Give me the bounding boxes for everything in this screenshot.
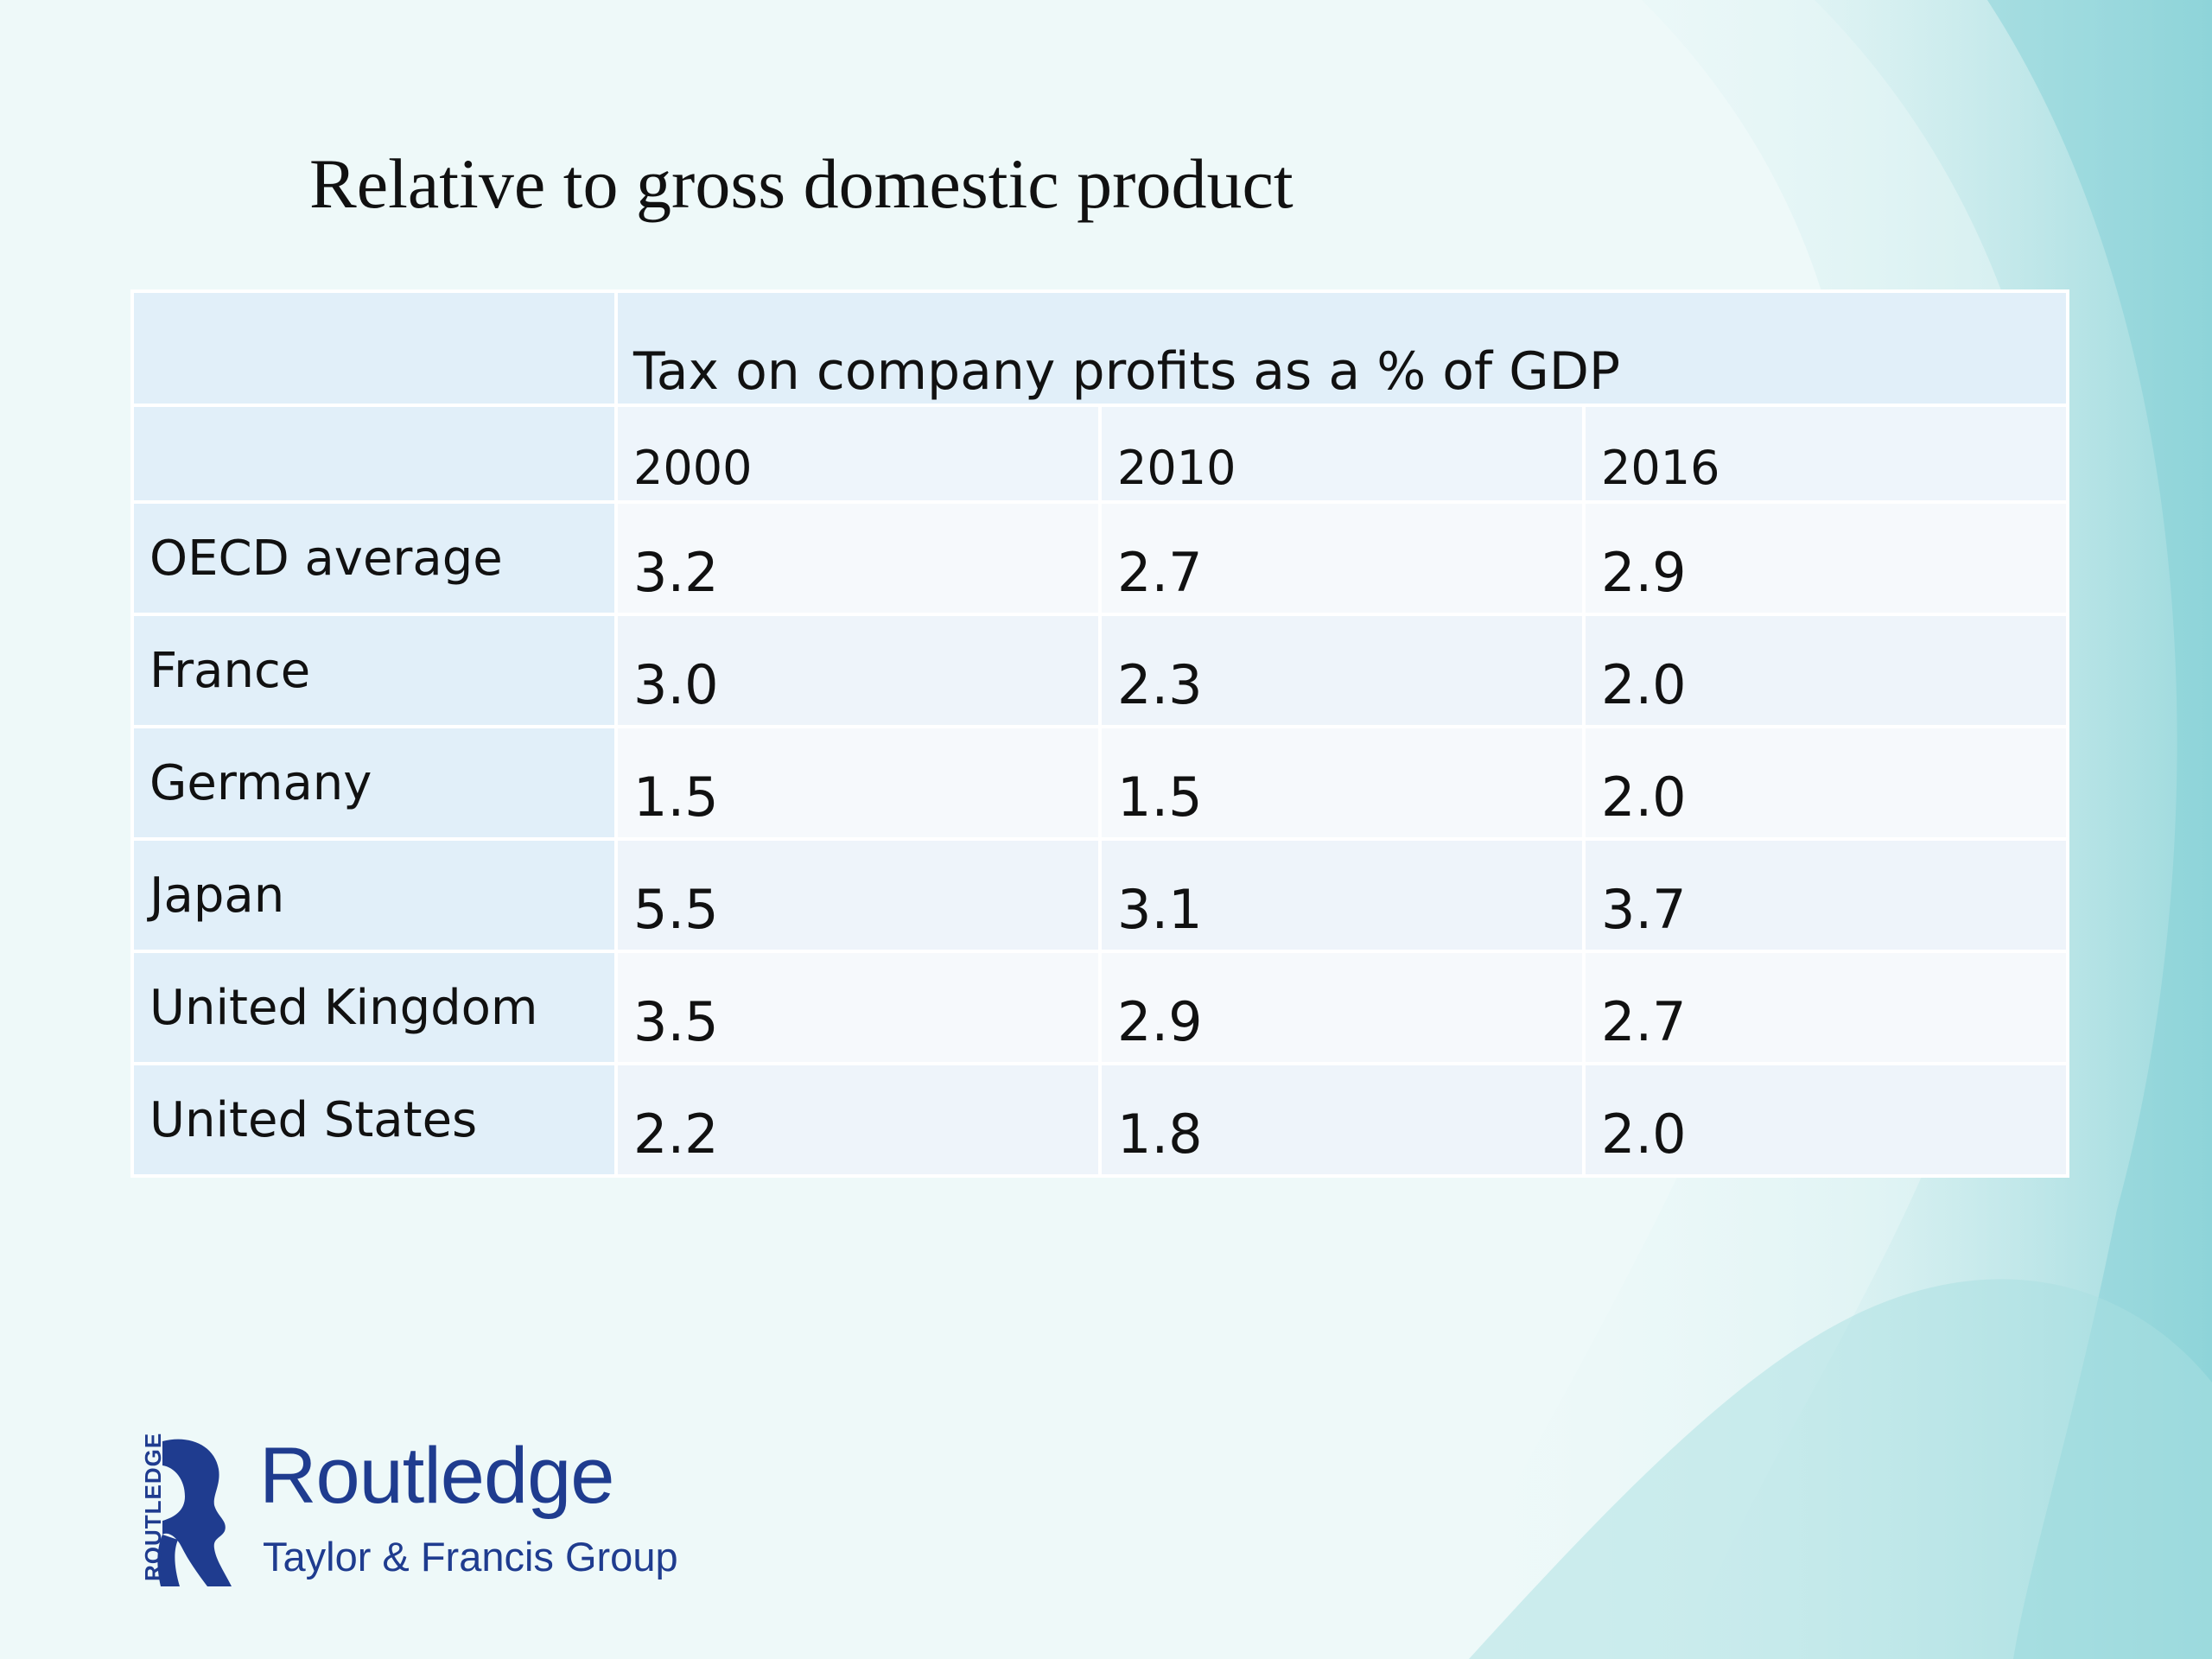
- value-cell: 3.5: [614, 950, 1102, 1065]
- logo-name: Routledge: [259, 1432, 614, 1520]
- logo-subtitle: Taylor & Francis Group: [263, 1534, 678, 1580]
- value-cell: 2.9: [1098, 950, 1586, 1065]
- value-cell: 5.5: [614, 837, 1102, 953]
- routledge-head-icon: [157, 1439, 232, 1586]
- logo-vertical-text: ROUTLEDGE: [140, 1432, 166, 1581]
- value-cell: 3.1: [1098, 837, 1586, 953]
- data-table: Tax on company profits as a % of GDP 200…: [130, 289, 2069, 1178]
- table-row: Japan 5.5 3.1 3.7: [130, 837, 2069, 953]
- blank-year-label-cell: [130, 404, 618, 504]
- country-label: Japan: [130, 837, 618, 953]
- value-cell: 2.2: [614, 1062, 1102, 1178]
- value-cell: 3.0: [614, 613, 1102, 728]
- value-cell: 2.7: [1098, 500, 1586, 616]
- country-label: Germany: [130, 725, 618, 841]
- table-row: OECD average 3.2 2.7 2.9: [130, 500, 2069, 616]
- value-cell: 2.0: [1582, 1062, 2069, 1178]
- value-cell: 1.5: [1098, 725, 1586, 841]
- table-group-header-row: Tax on company profits as a % of GDP: [130, 289, 2069, 407]
- table-year-row: 2000 2010 2016: [130, 404, 2069, 504]
- country-label: OECD average: [130, 500, 618, 616]
- value-cell: 2.9: [1582, 500, 2069, 616]
- routledge-logo: ROUTLEDGE Routledge Taylor & Francis Gro…: [128, 1432, 698, 1590]
- table-row: Germany 1.5 1.5 2.0: [130, 725, 2069, 841]
- value-cell: 3.2: [614, 500, 1102, 616]
- value-cell: 1.8: [1098, 1062, 1586, 1178]
- year-header-2016: 2016: [1582, 404, 2069, 504]
- country-label: France: [130, 613, 618, 728]
- value-cell: 2.0: [1582, 725, 2069, 841]
- table-row: France 3.0 2.3 2.0: [130, 613, 2069, 728]
- year-header-2000: 2000: [614, 404, 1102, 504]
- group-header-cell: Tax on company profits as a % of GDP: [614, 289, 2069, 407]
- slide-title: Relative to gross domestic product: [309, 144, 1294, 223]
- value-cell: 2.7: [1582, 950, 2069, 1065]
- country-label: United Kingdom: [130, 950, 618, 1065]
- table-row: United Kingdom 3.5 2.9 2.7: [130, 950, 2069, 1065]
- value-cell: 2.0: [1582, 613, 2069, 728]
- value-cell: 2.3: [1098, 613, 1586, 728]
- blank-header-cell: [130, 289, 618, 407]
- value-cell: 3.7: [1582, 837, 2069, 953]
- table-row: United States 2.2 1.8 2.0: [130, 1062, 2069, 1178]
- country-label: United States: [130, 1062, 618, 1178]
- year-header-2010: 2010: [1098, 404, 1586, 504]
- value-cell: 1.5: [614, 725, 1102, 841]
